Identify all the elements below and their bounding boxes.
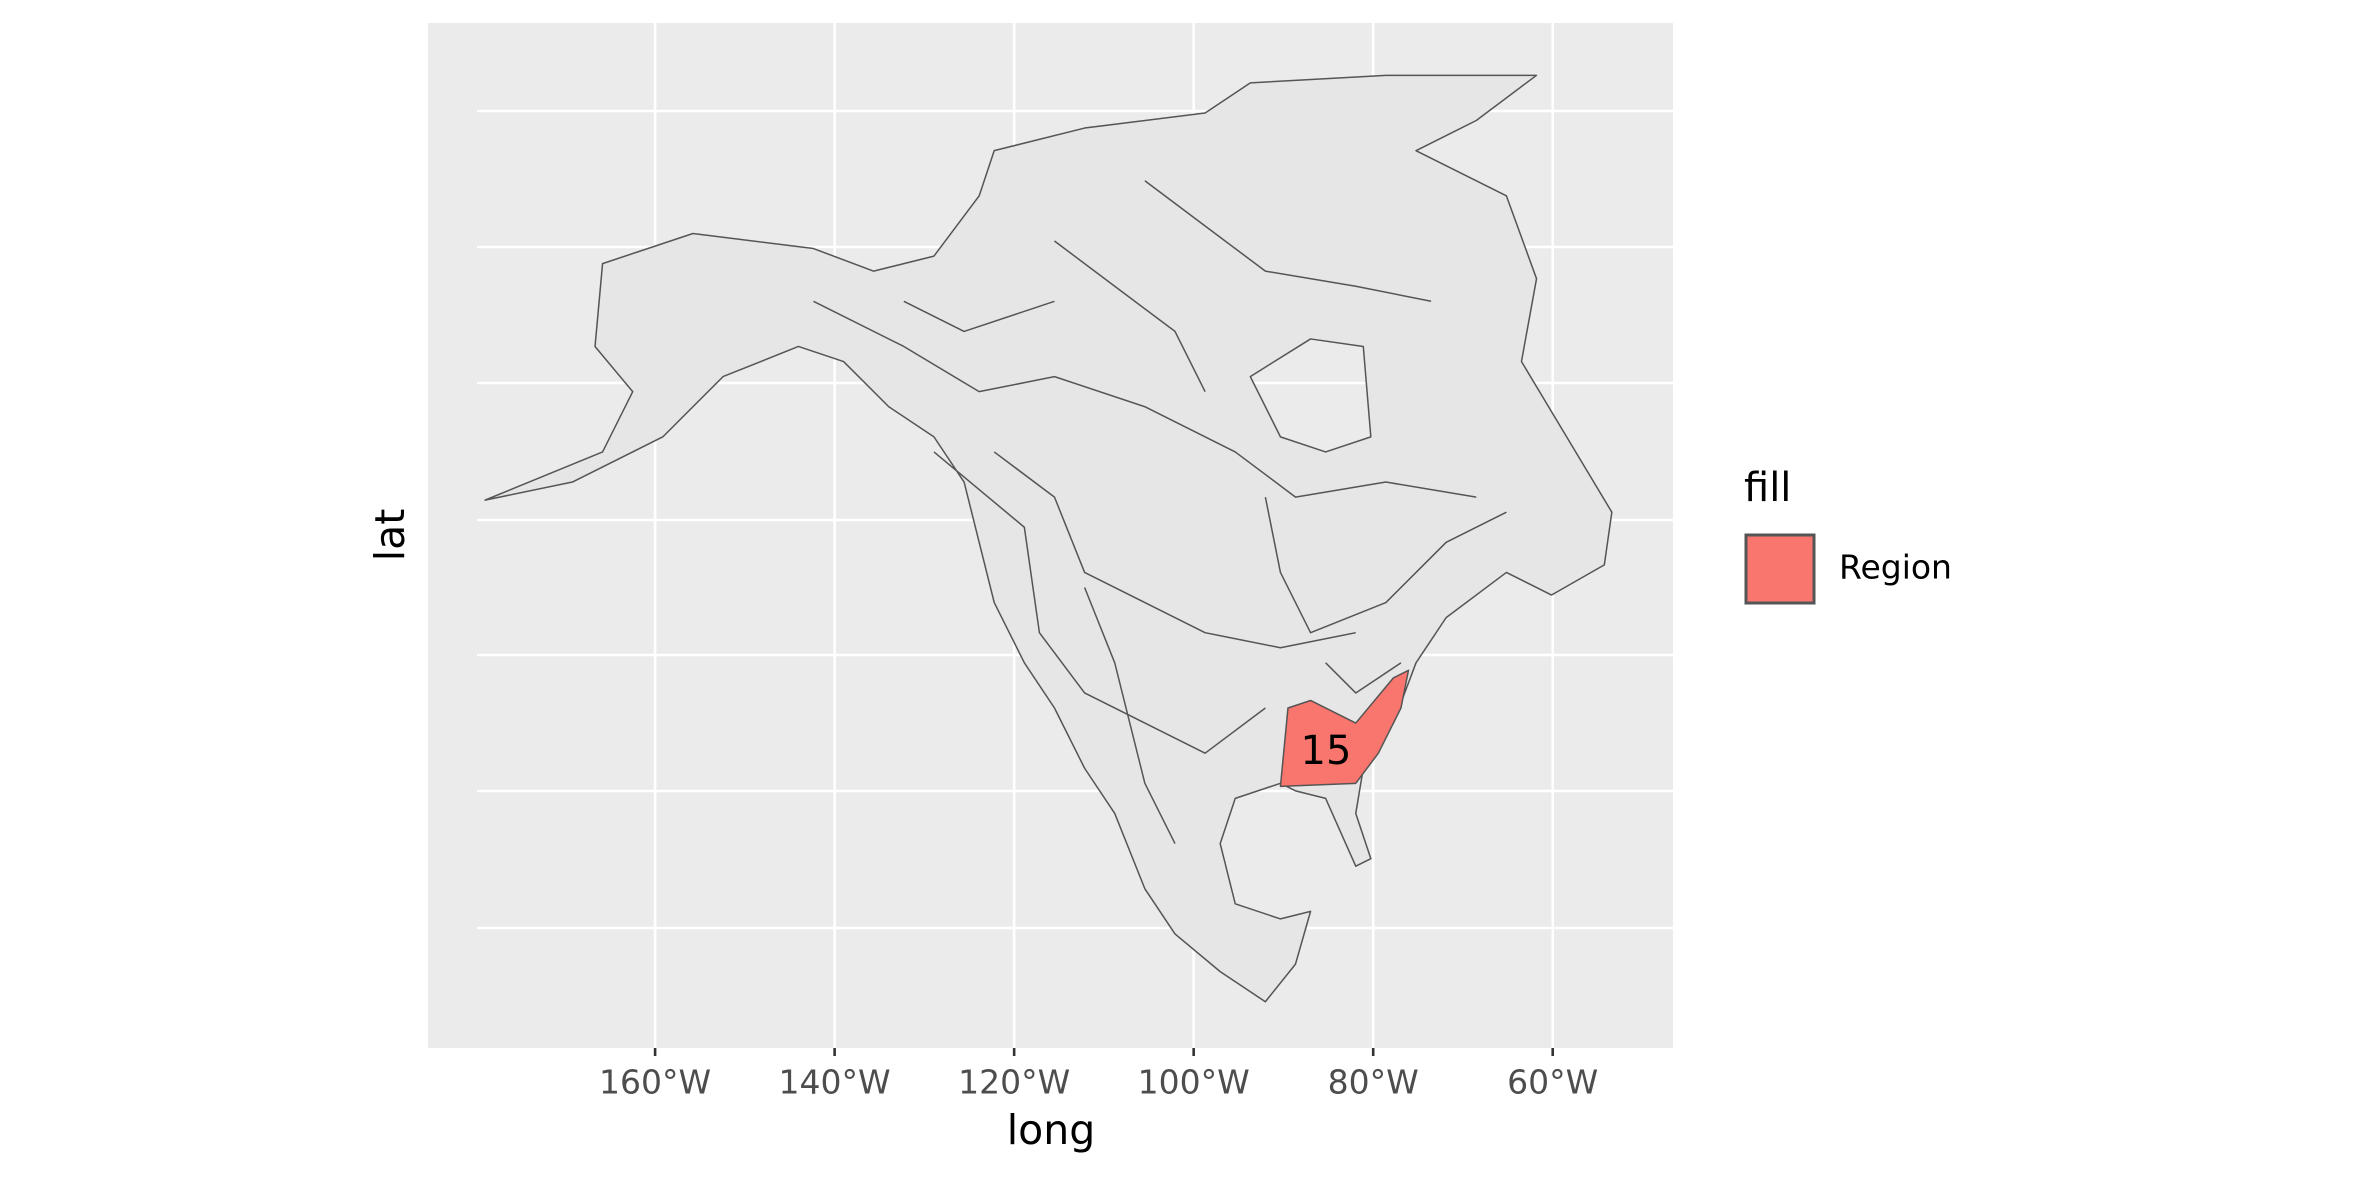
x-tick-label: 160°W [599, 1063, 711, 1102]
x-tick-label: 80°W [1328, 1063, 1419, 1102]
legend-label: Region [1839, 548, 1952, 587]
x-tick-label: 100°W [1138, 1063, 1250, 1102]
legend-title: fill [1744, 465, 1791, 511]
x-tick-label: 60°W [1507, 1063, 1598, 1102]
annotation: 15 [1301, 728, 1352, 774]
legend-key [1744, 533, 1816, 605]
x-tick-label: 140°W [779, 1063, 891, 1102]
x-axis-title: long [1007, 1106, 1096, 1154]
highlighted-region [1279, 669, 1410, 788]
region-borders [813, 180, 1507, 844]
map [484, 74, 1613, 1003]
x-tick-label: 120°W [958, 1063, 1070, 1102]
y-axis-title: lat [366, 509, 414, 562]
